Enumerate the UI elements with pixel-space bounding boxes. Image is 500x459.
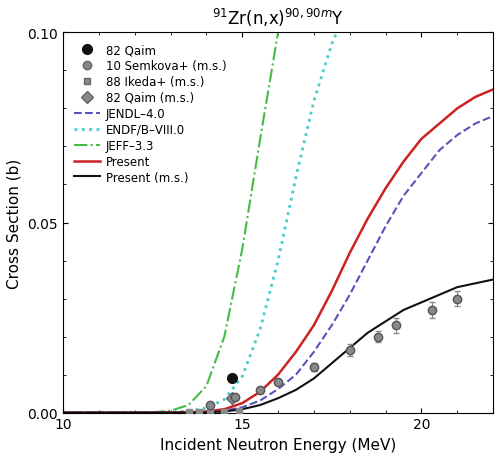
Title: $^{91}$Zr(n,x)$^{90,90m}$Y: $^{91}$Zr(n,x)$^{90,90m}$Y xyxy=(212,7,344,29)
X-axis label: Incident Neutron Energy (MeV): Incident Neutron Energy (MeV) xyxy=(160,437,396,452)
Legend: 82 Qaim, 10 Semkova+ (m.s.), 88 Ikeda+ (m.s.), 82 Qaim (m.s.), JENDL–4.0, ENDF/B: 82 Qaim, 10 Semkova+ (m.s.), 88 Ikeda+ (… xyxy=(69,39,231,189)
Y-axis label: Cross Section (b): Cross Section (b) xyxy=(7,158,22,288)
